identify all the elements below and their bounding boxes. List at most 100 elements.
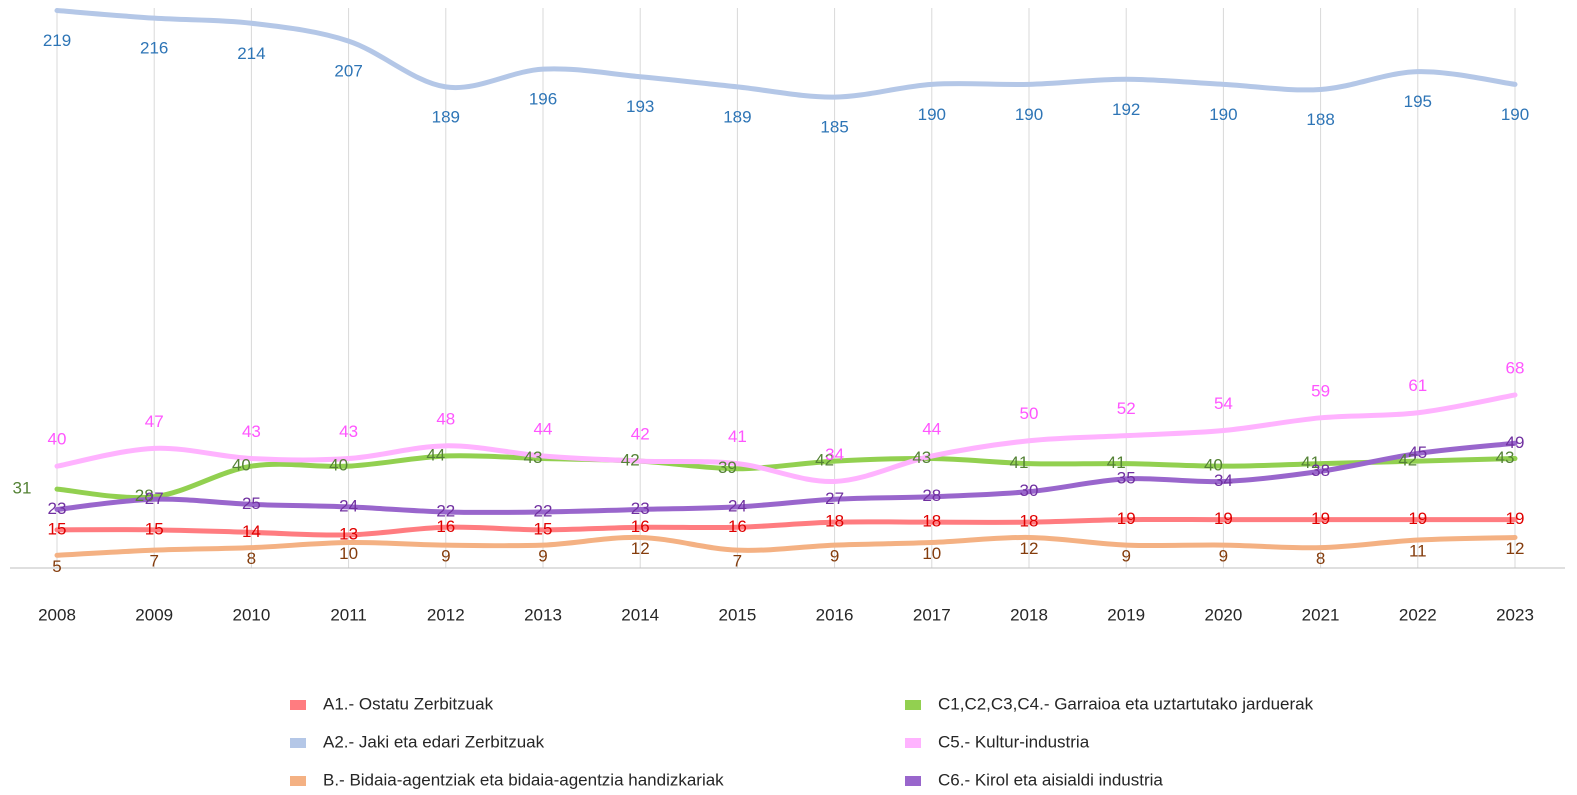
data-label: 15	[145, 519, 164, 538]
x-tick-label: 2008	[38, 605, 76, 624]
data-label: 9	[1219, 547, 1228, 566]
data-label: 12	[1506, 539, 1525, 558]
data-label: 193	[626, 97, 654, 116]
data-label: 11	[1409, 541, 1427, 560]
data-label: 42	[815, 451, 834, 470]
data-label: 19	[1311, 509, 1330, 528]
legend-label: C5.- Kultur-industria	[938, 732, 1090, 751]
data-label: 49	[1506, 433, 1525, 452]
data-label: 207	[334, 62, 362, 81]
data-label: 192	[1112, 100, 1140, 119]
data-label: 43	[1496, 448, 1515, 467]
x-tick-label: 2012	[427, 605, 465, 624]
x-tick-label: 2022	[1399, 605, 1437, 624]
data-label: 196	[529, 90, 557, 109]
x-tick-label: 2013	[524, 605, 562, 624]
data-label: 13	[339, 524, 358, 543]
data-label: 7	[733, 552, 742, 571]
data-label: 190	[1015, 105, 1043, 124]
data-label: 23	[631, 499, 650, 518]
data-label: 28	[922, 486, 941, 505]
data-label: 61	[1408, 376, 1427, 395]
x-tick-label: 2016	[816, 605, 854, 624]
data-label: 45	[1408, 443, 1427, 462]
data-label: 50	[1020, 404, 1039, 423]
x-tick-label: 2021	[1302, 605, 1340, 624]
x-tick-label: 2023	[1496, 605, 1534, 624]
series-line	[54, 453, 1518, 501]
data-label: 43	[912, 448, 931, 467]
series-line	[54, 516, 1518, 538]
x-tick-label: 2015	[718, 605, 756, 624]
legend-label: C6.- Kirol eta aisialdi industria	[938, 770, 1163, 789]
data-label: 41	[728, 427, 747, 446]
data-label: 34	[825, 445, 844, 464]
x-tick-label: 2014	[621, 605, 659, 624]
x-tick-label: 2017	[913, 605, 951, 624]
data-label: 30	[1020, 481, 1039, 500]
legend-swatch	[290, 738, 306, 748]
series-line	[54, 392, 1518, 484]
data-label: 19	[1408, 509, 1427, 528]
data-label: 18	[825, 512, 844, 531]
data-label: 10	[922, 544, 941, 563]
data-label: 8	[1316, 549, 1325, 568]
data-label: 190	[1209, 105, 1237, 124]
data-label: 19	[1214, 509, 1233, 528]
data-label: 43	[339, 422, 358, 441]
data-label: 19	[1506, 509, 1525, 528]
data-label: 42	[631, 425, 650, 444]
legend-swatch	[905, 738, 921, 748]
data-label: 9	[441, 547, 450, 566]
data-label: 10	[339, 544, 358, 563]
data-label: 7	[149, 552, 158, 571]
data-label: 41	[1107, 453, 1126, 472]
legend-label: C1,C2,C3,C4.- Garraioa eta uztartutako j…	[938, 694, 1314, 713]
data-label: 43	[242, 422, 261, 441]
data-label: 24	[728, 496, 747, 515]
data-label: 185	[820, 118, 848, 137]
data-label: 16	[436, 517, 455, 536]
legend-swatch	[290, 700, 306, 710]
data-label: 9	[538, 547, 547, 566]
data-label: 43	[524, 448, 543, 467]
data-label: 22	[436, 501, 455, 520]
data-label: 189	[432, 107, 460, 126]
data-label: 12	[1020, 539, 1039, 558]
legend-label: A2.- Jaki eta edari Zerbitzuak	[323, 732, 545, 751]
x-tick-label: 2011	[330, 605, 367, 624]
data-label: 34	[1214, 471, 1233, 490]
data-label: 44	[426, 445, 445, 464]
data-label: 18	[922, 512, 941, 531]
data-label: 190	[1501, 105, 1529, 124]
data-label: 219	[43, 31, 71, 50]
data-label: 41	[1301, 453, 1320, 472]
x-tick-label: 2018	[1010, 605, 1048, 624]
data-label: 40	[232, 456, 251, 475]
legend-swatch	[290, 776, 306, 786]
data-label: 25	[242, 494, 261, 513]
x-tick-label: 2020	[1204, 605, 1242, 624]
data-label: 40	[1204, 456, 1223, 475]
series-line	[54, 440, 1518, 515]
data-label: 39	[718, 458, 737, 477]
x-tick-label: 2010	[232, 605, 270, 624]
data-label: 54	[1214, 394, 1233, 413]
series-line	[54, 8, 1518, 100]
legend-swatch	[905, 700, 921, 710]
data-label: 216	[140, 39, 168, 58]
legend-swatch	[905, 776, 921, 786]
data-label: 42	[621, 451, 640, 470]
data-label: 23	[48, 499, 67, 518]
data-label: 41	[1010, 453, 1029, 472]
data-label: 48	[436, 409, 455, 428]
data-label: 195	[1404, 92, 1432, 111]
data-label: 40	[48, 430, 67, 449]
data-label: 5	[52, 557, 61, 576]
data-label: 27	[825, 489, 844, 508]
data-label: 14	[242, 522, 261, 541]
data-label: 27	[145, 489, 164, 508]
data-label: 18	[1020, 512, 1039, 531]
data-label: 40	[329, 456, 348, 475]
